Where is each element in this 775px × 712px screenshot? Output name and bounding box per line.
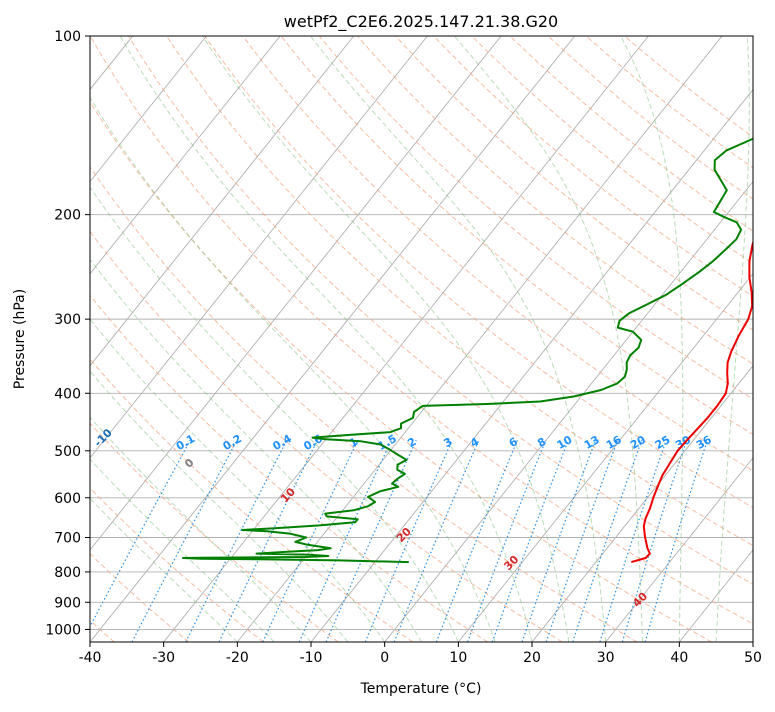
- y-tick-label: 100: [54, 29, 81, 45]
- y-tick-label: 300: [54, 312, 81, 328]
- x-tick-label: 30: [597, 650, 615, 666]
- x-tick-label: 20: [523, 650, 541, 666]
- y-tick-label: 600: [54, 491, 81, 507]
- x-tick-label: 10: [449, 650, 467, 666]
- x-tick-label: -30: [152, 650, 175, 666]
- y-tick-label: 700: [54, 531, 81, 547]
- x-tick-label: -40: [79, 650, 102, 666]
- chart-title: wetPf2_C2E6.2025.147.21.38.G20: [284, 12, 558, 32]
- y-tick-label: 200: [54, 208, 81, 224]
- x-axis-label: Temperature (°C): [360, 681, 482, 697]
- x-tick-label: 40: [670, 650, 688, 666]
- x-tick-label: -20: [226, 650, 249, 666]
- x-tick-label: -10: [300, 650, 323, 666]
- y-tick-label: 800: [54, 565, 81, 581]
- x-tick-label: 50: [744, 650, 762, 666]
- x-tick-label: 0: [380, 650, 389, 666]
- y-tick-label: 400: [54, 386, 81, 402]
- y-tick-label: 500: [54, 444, 81, 460]
- y-tick-label: 1000: [45, 622, 81, 638]
- y-axis-label: Pressure (hPa): [12, 289, 28, 389]
- y-tick-label: 900: [54, 595, 81, 611]
